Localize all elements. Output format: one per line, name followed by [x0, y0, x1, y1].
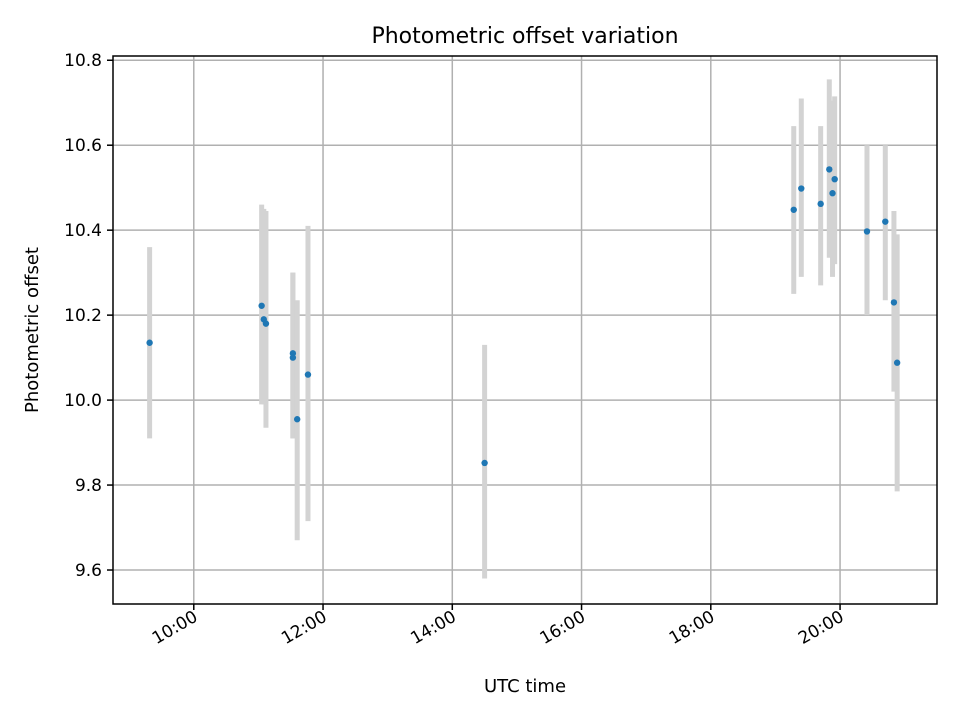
x-tick-label: 18:00	[666, 607, 718, 649]
chart-title: Photometric offset variation	[371, 24, 678, 49]
x-tick-label: 12:00	[278, 607, 330, 649]
data-point	[826, 166, 833, 173]
x-tick-label: 14:00	[407, 607, 459, 649]
grid	[113, 56, 937, 604]
data-point	[893, 359, 901, 366]
data-point	[289, 354, 297, 361]
data-point	[882, 218, 889, 225]
y-tick-label: 10.0	[64, 391, 102, 411]
axis-ticks: 10:00 12:00 14:00 16:00 18:00 20:00 9.6 9.8 10.0…	[64, 51, 847, 649]
data-point	[293, 416, 301, 423]
y-tick-label: 10.2	[64, 306, 102, 326]
error-bars	[147, 79, 900, 579]
data-point	[304, 371, 312, 378]
data-point	[863, 228, 871, 235]
x-tick-label: 16:00	[537, 607, 589, 649]
data-point	[831, 175, 838, 183]
y-tick-label: 10.4	[64, 221, 102, 241]
data-point	[262, 320, 270, 327]
data-point	[890, 299, 898, 306]
data-points	[146, 166, 901, 467]
data-point	[817, 200, 824, 208]
y-axis-label: Photometric offset	[22, 247, 43, 413]
data-point	[258, 302, 265, 309]
y-tick-label: 9.6	[75, 561, 102, 581]
x-tick-label: 10:00	[149, 607, 201, 649]
data-point	[146, 339, 153, 346]
y-tick-label: 10.8	[64, 51, 102, 71]
data-point	[481, 459, 488, 467]
y-tick-label: 9.8	[75, 476, 102, 496]
plot-frame	[112, 55, 938, 605]
data-point	[798, 185, 805, 192]
x-axis-label: UTC time	[484, 676, 566, 697]
y-tick-label: 10.6	[64, 136, 102, 156]
data-point	[790, 206, 797, 213]
data-point	[829, 190, 836, 197]
x-tick-label: 20:00	[795, 607, 847, 649]
